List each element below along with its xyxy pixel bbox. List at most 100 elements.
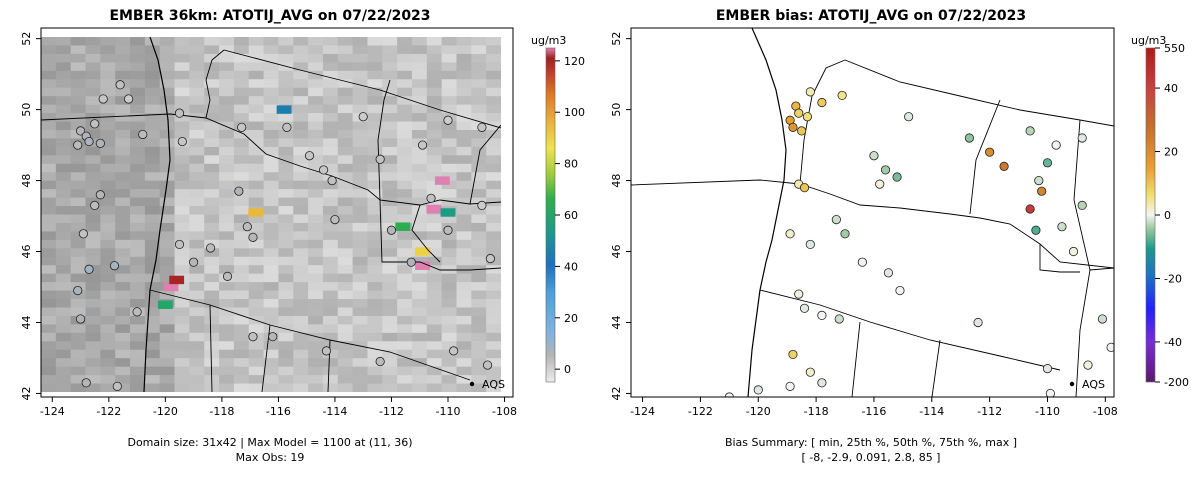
model-grid-cell bbox=[456, 383, 472, 392]
model-grid-cell bbox=[293, 375, 309, 385]
model-grid-cell bbox=[130, 375, 146, 385]
model-grid-cell bbox=[308, 62, 324, 72]
observation-point bbox=[375, 154, 385, 164]
colorbar-tick-label: 20 bbox=[564, 312, 578, 325]
model-grid-cell bbox=[278, 70, 294, 80]
model-grid-cell bbox=[159, 45, 176, 55]
model-grid-cell bbox=[248, 62, 265, 72]
model-grid-cell bbox=[486, 104, 501, 114]
model-grid-cell bbox=[426, 138, 443, 148]
model-grid-cell bbox=[85, 341, 101, 351]
model-grid-cell bbox=[397, 375, 413, 385]
right-caption-line1: Bias Summary: [ min, 25th %, 50th %, 75t… bbox=[725, 436, 1017, 449]
model-grid-cell bbox=[159, 163, 176, 173]
colorbar-tick-label: 60 bbox=[564, 209, 578, 222]
model-grid-cell bbox=[189, 231, 205, 241]
model-grid-cell bbox=[486, 53, 501, 63]
model-grid-cell bbox=[174, 113, 190, 123]
model-grid-cell bbox=[130, 332, 146, 342]
model-grid-cell bbox=[55, 163, 72, 173]
colorbar-tick-label: 40 bbox=[564, 260, 578, 273]
model-grid-cell bbox=[382, 341, 398, 351]
model-grid-cell bbox=[115, 45, 131, 55]
model-grid-cell bbox=[263, 214, 279, 224]
bias-point bbox=[1037, 186, 1047, 196]
model-grid-cell bbox=[174, 383, 190, 392]
model-grid-cell bbox=[456, 189, 472, 199]
model-grid-cell bbox=[204, 87, 220, 97]
model-grid-cell bbox=[233, 299, 250, 308]
model-grid-cell bbox=[278, 307, 294, 317]
model-grid-cell bbox=[426, 113, 443, 123]
model-grid-cell bbox=[411, 239, 428, 249]
model-grid-cell bbox=[382, 349, 398, 359]
model-grid-cell bbox=[471, 45, 487, 55]
model-grid-cell bbox=[159, 383, 176, 392]
model-grid-cell bbox=[41, 206, 57, 215]
model-grid-cell bbox=[337, 121, 354, 131]
model-grid-cell bbox=[189, 155, 205, 165]
model-grid-cell bbox=[397, 104, 413, 114]
model-grid-cell bbox=[397, 248, 413, 258]
model-grid-cell bbox=[204, 299, 220, 308]
model-grid-cell bbox=[115, 214, 131, 224]
model-hotspot-cell bbox=[248, 208, 264, 217]
model-grid-cell bbox=[337, 163, 354, 173]
model-grid-cell bbox=[367, 231, 383, 241]
model-grid-cell bbox=[278, 172, 294, 182]
model-grid-cell bbox=[308, 180, 324, 190]
model-grid-cell bbox=[100, 79, 116, 89]
y-tick-label: 50 bbox=[20, 103, 33, 117]
model-hotspot-cell bbox=[415, 261, 430, 270]
model-grid-cell bbox=[471, 324, 487, 334]
model-hotspot-cell bbox=[276, 105, 292, 114]
model-grid-cell bbox=[337, 324, 354, 334]
right-network-label: AQS bbox=[1082, 378, 1105, 391]
model-grid-cell bbox=[219, 129, 235, 139]
model-grid-cell bbox=[100, 104, 116, 114]
model-grid-cell bbox=[382, 129, 398, 139]
model-hotspot-cell bbox=[157, 300, 173, 309]
observation-point bbox=[81, 378, 91, 388]
model-grid-cell bbox=[486, 62, 501, 72]
model-grid-cell bbox=[337, 53, 354, 63]
model-grid-cell bbox=[486, 113, 501, 123]
y-tick-label: 42 bbox=[20, 386, 33, 400]
model-grid-cell bbox=[322, 62, 339, 72]
model-grid-cell bbox=[337, 299, 354, 308]
model-grid-cell bbox=[293, 299, 309, 308]
model-grid-cell bbox=[278, 138, 294, 148]
model-grid-cell bbox=[189, 307, 205, 317]
bias-point bbox=[799, 303, 810, 313]
model-grid-cell bbox=[486, 231, 501, 241]
model-grid-cell bbox=[471, 256, 487, 266]
model-grid-cell bbox=[115, 273, 131, 283]
observation-point bbox=[482, 360, 493, 370]
model-grid-cell bbox=[219, 163, 235, 173]
model-grid-cell bbox=[174, 290, 190, 300]
model-grid-cell bbox=[471, 87, 487, 97]
model-grid-cell bbox=[144, 163, 161, 173]
model-grid-cell bbox=[189, 332, 205, 342]
model-grid-cell bbox=[382, 62, 398, 72]
model-grid-cell bbox=[352, 172, 368, 182]
model-grid-cell bbox=[471, 290, 487, 300]
right-panel: EMBER bias: ATOTIJ_AVG on 07/22/2023 -12… bbox=[610, 8, 1118, 464]
bias-point bbox=[985, 147, 995, 157]
model-grid-cell bbox=[70, 62, 87, 72]
model-grid-cell bbox=[426, 231, 443, 241]
model-grid-cell bbox=[397, 138, 413, 148]
model-grid-cell bbox=[411, 45, 428, 55]
model-grid-cell bbox=[486, 248, 501, 258]
model-grid-cell bbox=[41, 366, 57, 376]
model-grid-cell bbox=[337, 366, 354, 376]
model-grid-cell bbox=[471, 349, 487, 359]
model-grid-cell bbox=[189, 324, 205, 334]
model-grid-cell bbox=[174, 341, 190, 351]
model-grid-cell bbox=[41, 231, 57, 241]
model-grid-cell bbox=[204, 172, 220, 182]
model-grid-cell bbox=[100, 222, 116, 232]
model-grid-cell bbox=[411, 324, 428, 334]
model-grid-cell bbox=[382, 290, 398, 300]
model-grid-cell bbox=[367, 197, 383, 207]
